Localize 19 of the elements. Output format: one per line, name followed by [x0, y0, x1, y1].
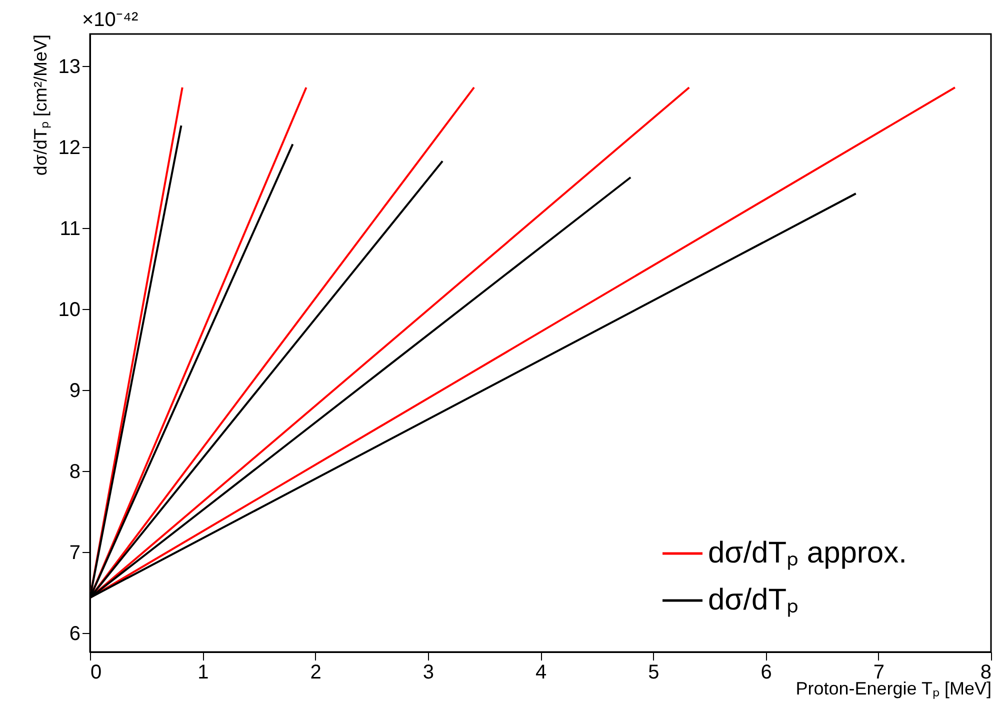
text: ×10⁻⁴² — [82, 9, 139, 31]
y-tick-label: 8 — [69, 460, 80, 483]
legend-label: dσ/dTₚ — [708, 584, 799, 618]
x-tick-label: 2 — [310, 662, 322, 684]
y-tick-label: 12 — [58, 136, 80, 159]
x-tick-label: 1 — [198, 662, 209, 684]
x-tick-label: 0 — [90, 662, 102, 684]
y-tick-label: 13 — [58, 56, 80, 78]
x-tick-label: 6 — [760, 662, 772, 684]
x-tick-label: 3 — [422, 662, 434, 684]
legend-label: dσ/dTₚ approx. — [708, 536, 907, 570]
x-tick-label: 5 — [648, 662, 660, 684]
y-tick-label: 7 — [69, 542, 80, 564]
y-tick-label: 10 — [58, 298, 80, 321]
y-tick-label: 9 — [69, 380, 80, 402]
y-tick-label: 11 — [60, 218, 80, 240]
y-tick-label: 6 — [69, 622, 80, 645]
x-tick-label: 4 — [535, 662, 547, 684]
y-axis-title: dσ/dTₚ [cm²/MeV] — [30, 34, 52, 176]
